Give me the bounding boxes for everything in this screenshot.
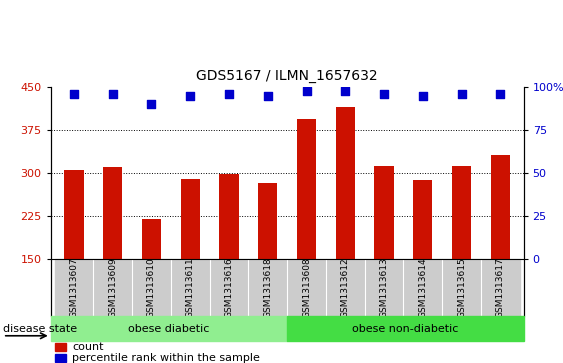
Text: GSM1313616: GSM1313616 [225, 257, 234, 318]
Point [69, 91, 78, 97]
Bar [142, 219, 161, 258]
Text: GSM1313610: GSM1313610 [147, 257, 156, 318]
Bar [64, 170, 84, 258]
Text: percentile rank within the sample: percentile rank within the sample [72, 353, 260, 363]
Text: count: count [72, 342, 104, 352]
Text: GSM1313615: GSM1313615 [457, 257, 466, 318]
Bar [365, 258, 404, 316]
Point [341, 87, 350, 93]
Text: GSM1313617: GSM1313617 [496, 257, 505, 318]
Text: GSM1313612: GSM1313612 [341, 257, 350, 318]
Bar [248, 258, 287, 316]
Point [147, 101, 156, 107]
Point [263, 93, 272, 99]
Text: obese non-diabetic: obese non-diabetic [352, 323, 458, 334]
Bar [287, 258, 326, 316]
Point [186, 93, 195, 99]
Bar [51, 316, 287, 341]
Text: GSM1313611: GSM1313611 [186, 257, 195, 318]
Bar [374, 166, 394, 258]
Bar [413, 180, 432, 258]
Point [225, 91, 234, 97]
Bar [55, 354, 66, 362]
Text: disease state: disease state [3, 323, 77, 334]
Bar [132, 258, 171, 316]
Bar [297, 119, 316, 258]
Point [379, 91, 388, 97]
Text: obese diabetic: obese diabetic [128, 323, 209, 334]
Bar [209, 258, 248, 316]
Title: GDS5167 / ILMN_1657632: GDS5167 / ILMN_1657632 [196, 69, 378, 83]
Bar [258, 183, 278, 258]
Bar [103, 167, 122, 258]
Point [496, 91, 505, 97]
Bar [55, 258, 93, 316]
Bar [442, 258, 481, 316]
Text: GSM1313608: GSM1313608 [302, 257, 311, 318]
Bar [336, 107, 355, 258]
Bar [171, 258, 209, 316]
Bar [490, 155, 510, 258]
Bar [404, 258, 442, 316]
Text: GSM1313613: GSM1313613 [379, 257, 388, 318]
Bar [287, 316, 524, 341]
Point [108, 91, 117, 97]
Bar [220, 174, 239, 258]
Text: GSM1313609: GSM1313609 [108, 257, 117, 318]
Bar [93, 258, 132, 316]
Point [457, 91, 466, 97]
Bar [326, 258, 365, 316]
Bar [452, 166, 471, 258]
Point [418, 93, 427, 99]
Bar [481, 258, 520, 316]
Text: GSM1313607: GSM1313607 [69, 257, 78, 318]
Text: GSM1313614: GSM1313614 [418, 257, 427, 318]
Text: GSM1313618: GSM1313618 [263, 257, 272, 318]
Point [302, 87, 311, 93]
Bar [181, 179, 200, 258]
Bar [55, 343, 66, 351]
